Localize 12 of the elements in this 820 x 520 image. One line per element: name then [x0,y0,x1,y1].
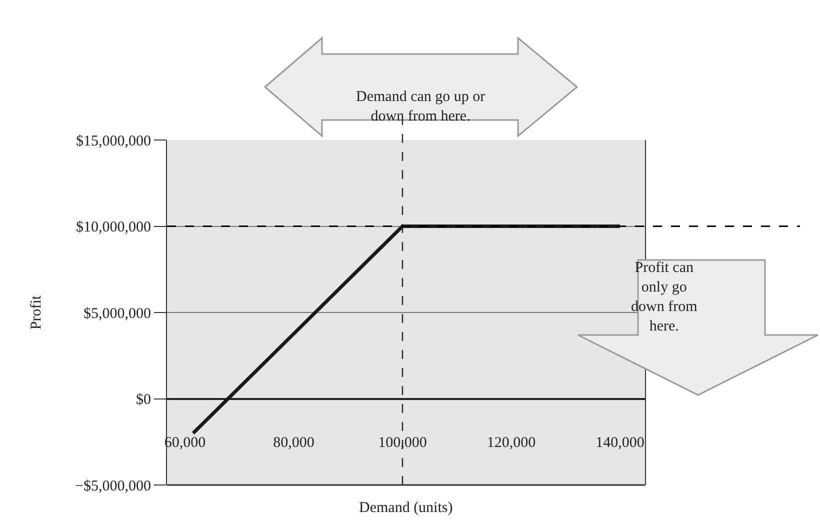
x-tick-label: 140,000 [596,434,644,451]
x-tick-label: 120,000 [486,434,536,451]
y-tick-label: −$5,000,000 [75,478,151,494]
y-axis-title: Profit [28,294,44,330]
x-axis-title: Demand (units) [359,500,453,516]
x-tick-label: 80,000 [273,434,314,451]
text: Demand can go up or down from here. [356,89,486,124]
annotation: Profit can only go down from here. [631,260,698,334]
y-tick-label: $15,000,000 [76,133,151,150]
y-tick-label: $5,000,000 [84,306,151,322]
y-tick-label: $0 [136,392,151,408]
y-tick-label: $10,000,000 [76,220,151,236]
